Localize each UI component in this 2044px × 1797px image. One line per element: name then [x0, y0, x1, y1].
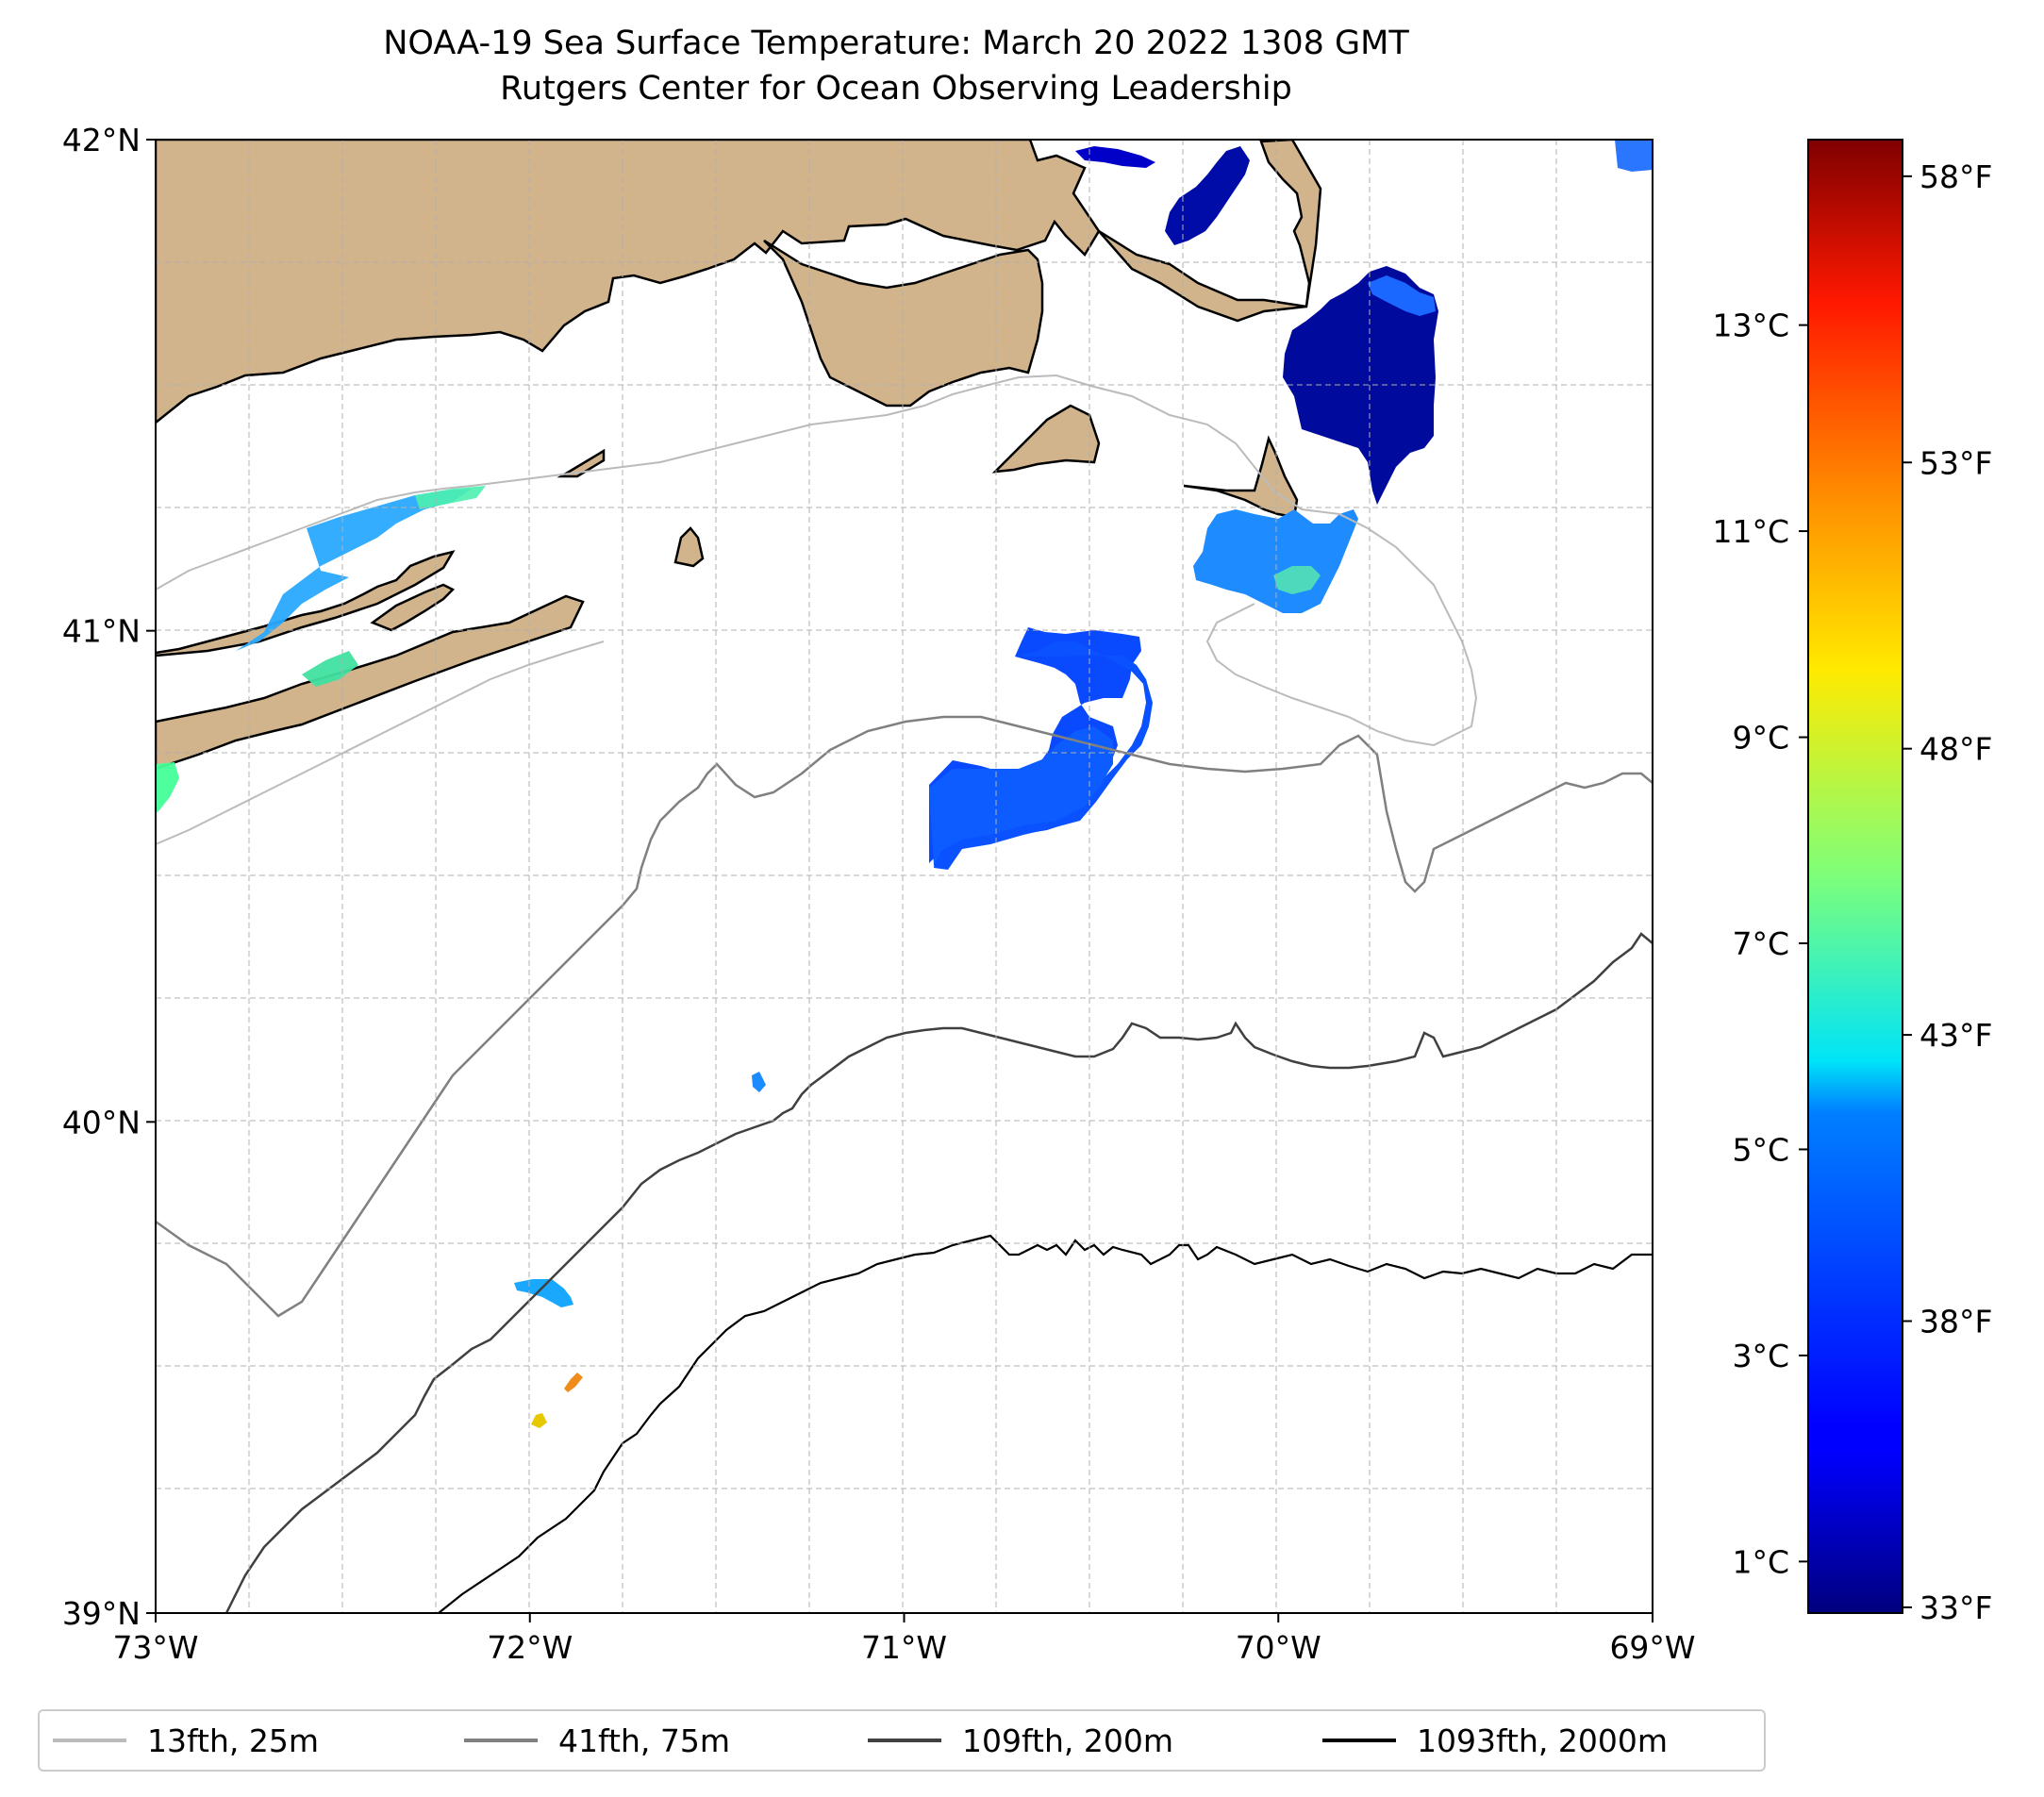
sst-patch-cape-cod-bay — [1165, 146, 1250, 245]
colorbar-fahrenheit-label: 58°F — [1919, 158, 1992, 195]
sst-patch-nantucket-shoals — [1193, 509, 1358, 613]
colorbar-fahrenheit-label: 48°F — [1919, 731, 1992, 768]
legend-line-25m — [53, 1739, 126, 1742]
legend-line-200m — [868, 1739, 941, 1742]
land-block-island — [673, 526, 705, 568]
isobath-25m — [156, 374, 1478, 747]
title-line-2: Rutgers Center for Ocean Observing Leade… — [500, 70, 1292, 108]
map-title: NOAA-19 Sea Surface Temperature: March 2… — [0, 21, 1792, 111]
colorbar-celsius-label: 7°C — [1732, 925, 1789, 962]
legend-label-2000m: 1093fth, 2000m — [1417, 1722, 1668, 1759]
title-line-1: NOAA-19 Sea Surface Temperature: March 2… — [383, 25, 1409, 62]
map-area — [156, 140, 1653, 1613]
legend-label-75m: 41fth, 75m — [558, 1722, 730, 1759]
sst-patch-nantucket-shoals-green — [1273, 566, 1321, 594]
sst-patch-shelf-center-south — [929, 726, 1113, 866]
land-masses — [156, 140, 1322, 771]
land-nantucket — [1183, 435, 1299, 519]
colorbar-fahrenheit-label: 53°F — [1919, 444, 1992, 481]
legend-line-2000m — [1322, 1739, 1396, 1742]
colorbar-fahrenheit-label: 43°F — [1919, 1017, 1992, 1054]
sst-patch-massachusetts-bay — [1075, 146, 1155, 168]
sst-patch-shelf-break-fragment — [752, 1072, 766, 1092]
land-fishers-island — [557, 448, 606, 478]
x-axis-ticks: 73°W 72°W 71°W 70°W 69°W — [112, 1613, 1696, 1666]
colorbar-fahrenheit-label: 33°F — [1919, 1589, 1992, 1626]
y-tick-label: 39°N — [62, 1595, 141, 1632]
x-tick-label: 70°W — [1236, 1629, 1321, 1666]
sst-patch-great-south-channel-top — [1368, 275, 1436, 316]
colorbar-fahrenheit-ticks: 33°F 38°F 43°F 48°F 53°F 58°F — [1903, 158, 1992, 1626]
sst-patch-long-island-sound — [236, 489, 472, 651]
sst-map-figure: 73°W 72°W 71°W 70°W 69°W 42°N 41°N 40°N 39°N 1°… — [62, 122, 1993, 1666]
legend-item-2000m: 1093fth, 2000m — [1322, 1711, 1668, 1770]
isobath-200m — [224, 932, 1653, 1613]
isobath-75m — [156, 715, 1653, 1318]
sst-patch-slope-c — [531, 1413, 547, 1428]
sst-patch-slope-b — [564, 1373, 583, 1392]
sst-patches — [156, 140, 1653, 1428]
x-tick-label: 69°W — [1609, 1629, 1695, 1666]
land-long-island — [156, 550, 456, 657]
sst-patch-peconic — [302, 651, 358, 687]
isobath-2000m — [438, 1234, 1653, 1613]
x-tick-label: 72°W — [487, 1629, 573, 1666]
land-long-island-south-fork — [156, 594, 585, 771]
sst-patch-great-south-channel — [1283, 266, 1438, 505]
colorbar-fahrenheit-label: 38°F — [1919, 1304, 1992, 1340]
colorbar-celsius-label: 3°C — [1732, 1338, 1789, 1374]
sst-patch-ny-bight-edge — [156, 762, 179, 813]
legend-label-25m: 13fth, 25m — [147, 1722, 319, 1759]
legend-item-200m: 109fth, 200m — [868, 1711, 1173, 1770]
isobath-25m-long-island — [156, 641, 605, 845]
colorbar-celsius-label: 1°C — [1732, 1543, 1789, 1580]
x-tick-label: 73°W — [112, 1629, 198, 1666]
x-tick-label: 71°W — [861, 1629, 947, 1666]
colorbar-celsius-label: 11°C — [1712, 513, 1789, 550]
sst-patch-long-island-sound-green — [415, 486, 486, 509]
isobaths — [156, 374, 1653, 1613]
legend-item-75m: 41fth, 75m — [464, 1711, 730, 1770]
isobath-legend: 13fth, 25m 41fth, 75m 109fth, 200m 1093f… — [38, 1709, 1766, 1772]
colorbar-celsius-ticks: 1°C 3°C 5°C 7°C 9°C 11°C 13°C — [1712, 308, 1808, 1580]
colorbar — [1807, 139, 1903, 1614]
y-tick-label: 41°N — [62, 613, 141, 650]
sst-patch-shelf-center-fill — [934, 641, 1153, 870]
land-connecticut-massachusetts — [156, 140, 1101, 424]
legend-line-75m — [464, 1739, 538, 1742]
sst-patch-gulf-of-maine — [1615, 140, 1653, 172]
legend-item-25m: 13fth, 25m — [53, 1711, 319, 1770]
colorbar-celsius-label: 5°C — [1732, 1131, 1789, 1168]
land-marthas-vineyard — [991, 404, 1101, 474]
gridlines — [156, 140, 1653, 1613]
y-tick-label: 42°N — [62, 122, 141, 158]
y-tick-label: 40°N — [62, 1104, 141, 1140]
land-cape-cod — [1098, 140, 1322, 323]
y-axis-ticks: 42°N 41°N 40°N 39°N — [62, 122, 156, 1632]
legend-label-200m: 109fth, 200m — [962, 1722, 1173, 1759]
colorbar-celsius-label: 13°C — [1712, 308, 1789, 344]
colorbar-celsius-label: 9°C — [1732, 720, 1789, 757]
